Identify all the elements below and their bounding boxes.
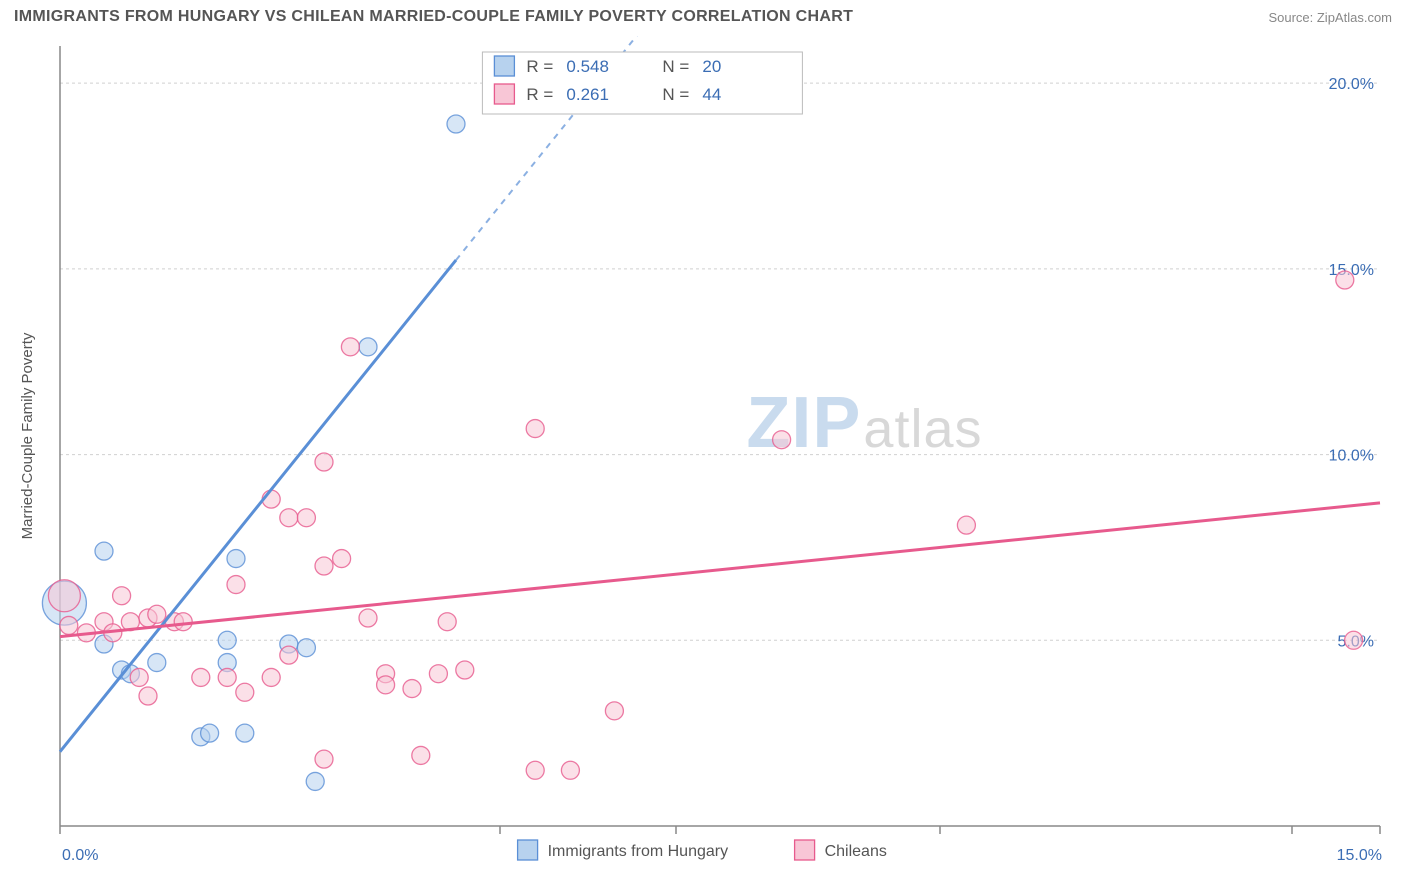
data-point[interactable] — [60, 616, 78, 634]
data-point[interactable] — [377, 676, 395, 694]
data-point[interactable] — [315, 750, 333, 768]
data-point[interactable] — [139, 687, 157, 705]
legend-label: Immigrants from Hungary — [548, 843, 729, 860]
data-point[interactable] — [341, 338, 359, 356]
data-point[interactable] — [113, 587, 131, 605]
data-point[interactable] — [315, 453, 333, 471]
data-point[interactable] — [526, 420, 544, 438]
data-point[interactable] — [227, 576, 245, 594]
data-point[interactable] — [561, 761, 579, 779]
legend-text: 44 — [702, 85, 721, 104]
y-tick-label: 10.0% — [1329, 448, 1374, 465]
data-point[interactable] — [192, 668, 210, 686]
data-point[interactable] — [218, 631, 236, 649]
legend-text: 0.548 — [566, 57, 609, 76]
data-point[interactable] — [236, 724, 254, 742]
correlation-chart: 5.0%10.0%15.0%20.0%0.0%15.0%ZIPatlasR =0… — [10, 36, 1396, 882]
data-point[interactable] — [1336, 271, 1354, 289]
legend-text: N = — [662, 57, 689, 76]
data-point[interactable] — [280, 509, 298, 527]
data-point[interactable] — [280, 646, 298, 664]
data-point[interactable] — [130, 668, 148, 686]
data-point[interactable] — [48, 580, 80, 612]
data-point[interactable] — [403, 680, 421, 698]
data-point[interactable] — [957, 516, 975, 534]
data-point[interactable] — [447, 115, 465, 133]
x-tick-label: 0.0% — [62, 847, 98, 864]
legend-text: N = — [662, 85, 689, 104]
data-point[interactable] — [456, 661, 474, 679]
data-point[interactable] — [412, 746, 430, 764]
data-point[interactable] — [227, 550, 245, 568]
chart-container: 5.0%10.0%15.0%20.0%0.0%15.0%ZIPatlasR =0… — [10, 36, 1396, 882]
data-point[interactable] — [201, 724, 219, 742]
data-point[interactable] — [95, 542, 113, 560]
legend-label: Chileans — [825, 843, 887, 860]
data-point[interactable] — [148, 654, 166, 672]
data-point[interactable] — [333, 550, 351, 568]
data-point[interactable] — [218, 668, 236, 686]
legend-text: 20 — [702, 57, 721, 76]
data-point[interactable] — [773, 431, 791, 449]
data-point[interactable] — [306, 772, 324, 790]
y-tick-label: 20.0% — [1329, 76, 1374, 93]
data-point[interactable] — [1345, 631, 1363, 649]
y-axis-label: Married-Couple Family Poverty — [19, 332, 36, 539]
page-title: IMMIGRANTS FROM HUNGARY VS CHILEAN MARRI… — [14, 8, 853, 26]
data-point[interactable] — [605, 702, 623, 720]
data-point[interactable] — [438, 613, 456, 631]
legend-text: R = — [526, 85, 553, 104]
legend-text: 0.261 — [566, 85, 609, 104]
data-point[interactable] — [174, 613, 192, 631]
data-point[interactable] — [429, 665, 447, 683]
data-point[interactable] — [297, 509, 315, 527]
data-point[interactable] — [148, 605, 166, 623]
data-point[interactable] — [236, 683, 254, 701]
data-point[interactable] — [359, 338, 377, 356]
data-point[interactable] — [359, 609, 377, 627]
watermark: ZIPatlas — [746, 383, 982, 463]
data-point[interactable] — [315, 557, 333, 575]
x-tick-label: 15.0% — [1337, 847, 1382, 864]
legend-text: R = — [526, 57, 553, 76]
source-text: Source: ZipAtlas.com — [1268, 10, 1392, 25]
data-point[interactable] — [262, 668, 280, 686]
data-point[interactable] — [297, 639, 315, 657]
data-point[interactable] — [526, 761, 544, 779]
